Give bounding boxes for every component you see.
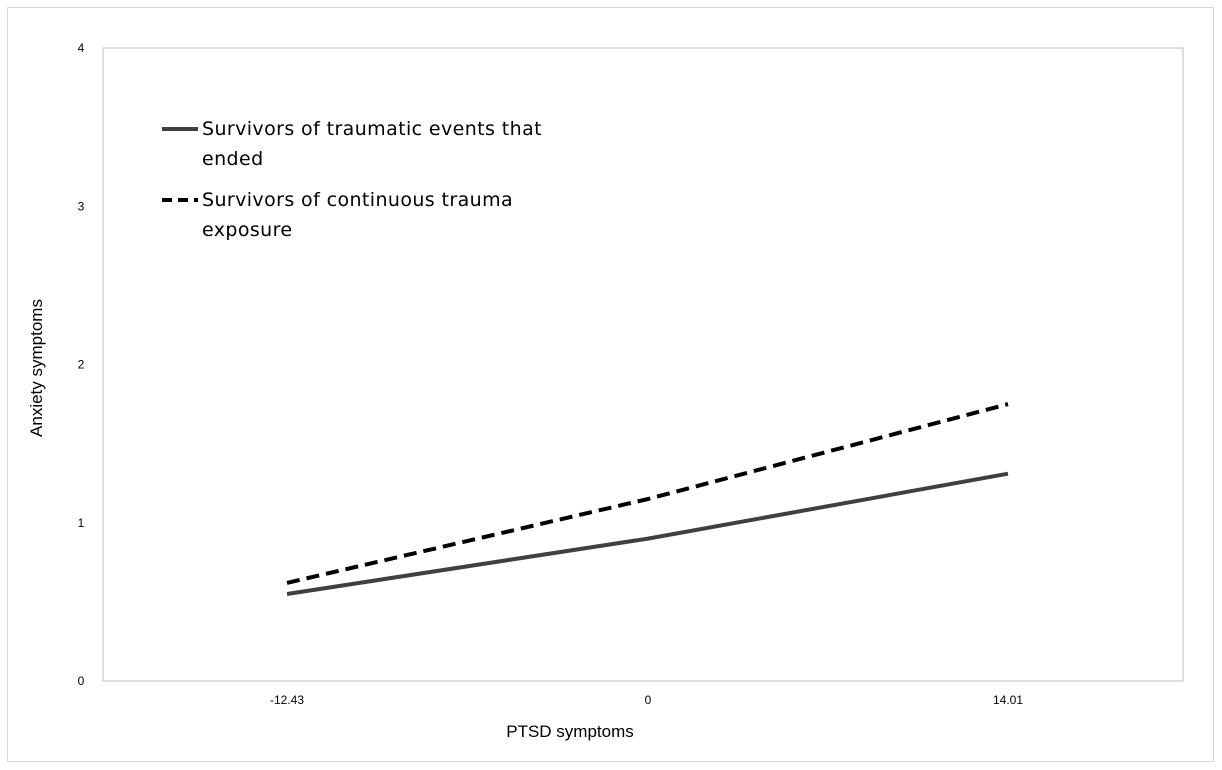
y-axis-ticks: 0 1 2 3 4 bbox=[78, 41, 85, 688]
y-tick-label: 0 bbox=[78, 674, 85, 688]
x-tick-label: -12.43 bbox=[270, 693, 304, 707]
legend-label-2: exposure bbox=[202, 219, 293, 241]
y-tick-label: 3 bbox=[78, 199, 85, 213]
series-line-2 bbox=[286, 402, 1009, 585]
y-tick-label: 2 bbox=[78, 358, 85, 372]
plot-area bbox=[102, 47, 1184, 682]
series-layer bbox=[286, 402, 1009, 596]
x-axis-ticks: -12.43 0 14.01 bbox=[270, 693, 1023, 707]
series-line-1 bbox=[286, 471, 1009, 596]
y-axis-title: Anxiety symptoms bbox=[27, 299, 46, 437]
legend: Survivors of traumatic events that ended S… bbox=[162, 118, 542, 241]
legend-label-2: Survivors of continuous trauma bbox=[202, 189, 513, 211]
x-axis-title: PTSD symptoms bbox=[506, 722, 634, 741]
legend-label-1: ended bbox=[202, 148, 264, 170]
plot-border bbox=[102, 47, 1184, 682]
y-tick-label: 1 bbox=[78, 516, 85, 530]
chart-frame bbox=[7, 7, 1214, 762]
x-tick-label: 14.01 bbox=[993, 693, 1023, 707]
x-tick-label: 0 bbox=[645, 693, 652, 707]
y-tick-label: 4 bbox=[78, 41, 85, 55]
legend-label-1: Survivors of traumatic events that bbox=[202, 118, 542, 140]
